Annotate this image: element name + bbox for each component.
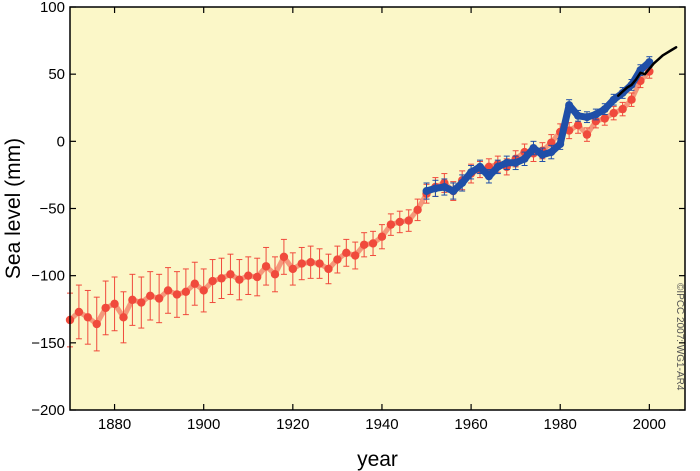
satellite-altimetry-series bbox=[616, 46, 678, 97]
copyright-credit: ©IPCC 2007: WG1-AR4 bbox=[674, 283, 685, 391]
data-point bbox=[110, 299, 119, 309]
data-point bbox=[565, 101, 574, 110]
x-tick-label: 1900 bbox=[187, 416, 220, 433]
data-point bbox=[645, 58, 654, 67]
y-tick-label: 50 bbox=[48, 66, 65, 83]
y-tick-label: 0 bbox=[57, 133, 65, 150]
data-point bbox=[431, 184, 440, 193]
data-point bbox=[154, 294, 164, 303]
data-point bbox=[119, 313, 128, 322]
plot-frame bbox=[69, 6, 686, 411]
data-point bbox=[83, 313, 93, 322]
data-point bbox=[235, 275, 244, 284]
y-axis-title: Sea level (mm) bbox=[2, 138, 25, 279]
data-point bbox=[359, 240, 369, 249]
y-tick-label: −50 bbox=[40, 201, 65, 218]
y-tick-label: 100 bbox=[40, 0, 65, 16]
data-point bbox=[582, 113, 591, 122]
x-tick-labels: 1880 1900 1920 1940 1960 1980 2000 bbox=[98, 416, 666, 433]
data-point bbox=[324, 264, 333, 274]
data-point bbox=[128, 295, 137, 305]
data-point bbox=[511, 158, 520, 167]
data-point bbox=[538, 150, 547, 159]
data-point bbox=[368, 239, 378, 248]
x-tick-label: 1940 bbox=[365, 416, 398, 433]
x-tick-label: 1980 bbox=[544, 416, 577, 433]
data-point bbox=[199, 286, 208, 295]
data-point bbox=[573, 121, 583, 130]
data-point bbox=[261, 262, 271, 271]
data-point bbox=[377, 232, 387, 241]
data-point bbox=[342, 248, 351, 258]
data-point bbox=[520, 154, 529, 163]
data-point bbox=[279, 252, 289, 262]
data-point bbox=[547, 148, 556, 157]
data-point bbox=[484, 162, 494, 172]
data-point bbox=[404, 216, 413, 225]
data-point bbox=[92, 319, 101, 329]
data-point bbox=[217, 274, 226, 283]
data-point bbox=[226, 270, 235, 279]
data-point bbox=[288, 264, 298, 274]
data-point bbox=[600, 105, 609, 114]
data-point bbox=[172, 290, 182, 299]
data-point bbox=[493, 162, 502, 171]
data-point bbox=[458, 178, 467, 187]
y-tick-label: −100 bbox=[31, 268, 65, 285]
data-point bbox=[591, 116, 601, 126]
data-point bbox=[476, 162, 484, 171]
data-point bbox=[467, 168, 476, 177]
data-point bbox=[244, 271, 253, 280]
data-point bbox=[386, 220, 396, 229]
altimetry-reconstruction-series bbox=[422, 56, 654, 200]
data-point bbox=[600, 114, 609, 123]
data-point bbox=[484, 172, 493, 181]
data-point bbox=[591, 110, 600, 119]
y-tick-label: −150 bbox=[31, 335, 65, 352]
data-point bbox=[252, 272, 262, 282]
data-point bbox=[618, 104, 627, 114]
data-point bbox=[574, 111, 583, 120]
data-point bbox=[297, 259, 306, 268]
data-point bbox=[449, 187, 458, 196]
data-point bbox=[190, 279, 199, 288]
data-point bbox=[137, 298, 146, 307]
data-point bbox=[181, 287, 191, 296]
x-axis-title: year bbox=[357, 448, 398, 471]
data-point bbox=[413, 205, 422, 215]
y-tick-labels: −200 −150 −100 −50 0 50 100 bbox=[31, 0, 65, 419]
x-tick-label: 1960 bbox=[454, 416, 487, 433]
data-point bbox=[101, 303, 110, 313]
plot-background bbox=[70, 7, 685, 410]
data-point bbox=[422, 187, 431, 196]
data-point bbox=[440, 183, 449, 192]
x-tick-label: 1880 bbox=[98, 416, 131, 433]
y-tick-label: −200 bbox=[31, 402, 65, 419]
data-point bbox=[333, 255, 342, 264]
x-tick-label: 1920 bbox=[276, 416, 309, 433]
data-point bbox=[315, 259, 324, 268]
x-tick-label: 2000 bbox=[633, 416, 666, 433]
data-point bbox=[395, 217, 404, 227]
data-point bbox=[74, 307, 84, 317]
satellite-line bbox=[616, 46, 678, 97]
data-point bbox=[582, 130, 592, 139]
data-point bbox=[208, 276, 217, 286]
data-point bbox=[146, 291, 155, 301]
data-point bbox=[609, 108, 618, 118]
data-point bbox=[306, 258, 315, 267]
data-point bbox=[270, 270, 280, 279]
data-point bbox=[547, 138, 556, 147]
data-point bbox=[351, 251, 360, 260]
data-point bbox=[163, 286, 173, 295]
data-point bbox=[529, 144, 538, 153]
data-point bbox=[556, 140, 565, 149]
data-point bbox=[627, 95, 636, 104]
data-point bbox=[609, 95, 618, 104]
data-point bbox=[502, 158, 511, 167]
